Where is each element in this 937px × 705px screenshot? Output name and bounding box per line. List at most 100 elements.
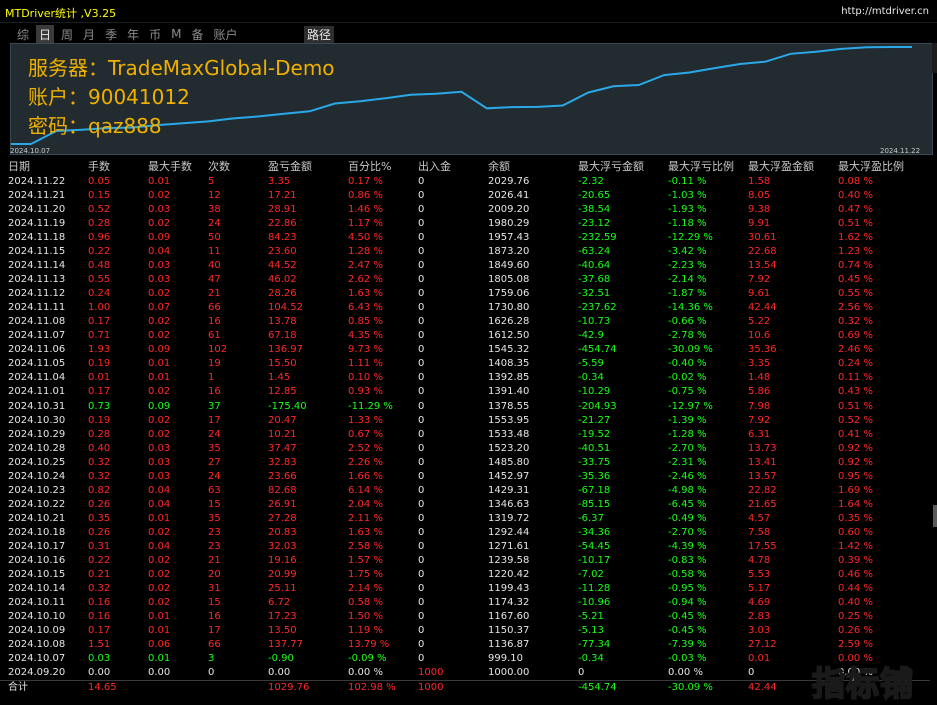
table-row[interactable]: 2024.11.18 0.96 0.09 50 84.23 4.50 % 0 1957.43 -…: [0, 231, 930, 245]
table-row[interactable]: 2024.10.22 0.26 0.04 15 26.91 2.04 % 0 1346.63 -…: [0, 498, 930, 512]
cell-lots: 0.35: [88, 512, 111, 524]
table-row[interactable]: 2024.10.15 0.21 0.02 20 20.99 1.75 % 0 1220.42 -…: [0, 568, 930, 582]
tab-4[interactable]: 季: [105, 27, 118, 42]
table-row[interactable]: 2024.11.15 0.22 0.04 11 23.60 1.28 % 0 1873.20 -…: [0, 245, 930, 259]
cell-max-float-profit: 30.61: [748, 232, 777, 244]
table-row[interactable]: 2024.11.04 0.01 0.01 1 1.45 0.10 % 0 1392.85 -0.…: [0, 371, 930, 385]
column-header-max-lots[interactable]: 最大手数: [148, 160, 192, 173]
column-header-pnl[interactable]: 盈亏金额: [268, 160, 312, 173]
cell-max-float-loss: -33.75: [578, 456, 611, 468]
equity-point-16: [435, 92, 438, 95]
column-header-max-float-loss-pct[interactable]: 最大浮亏比例: [668, 160, 734, 173]
tab-0[interactable]: 综: [17, 27, 30, 42]
cell-date: 2024.10.21: [8, 512, 66, 524]
scrollbar-thumb[interactable]: [933, 505, 937, 527]
cell-pnl: 22.86: [268, 218, 297, 230]
app-title: MTDriver统计 ,V3.25: [5, 7, 117, 20]
table-row[interactable]: 2024.11.05 0.19 0.01 19 15.50 1.11 % 0 1408.35 -…: [0, 357, 930, 371]
table-row[interactable]: 2024.11.01 0.17 0.02 16 12.85 0.93 % 0 1391.40 -…: [0, 385, 930, 399]
tab-5[interactable]: 年: [127, 27, 140, 42]
table-row[interactable]: 2024.11.07 0.71 0.02 61 67.18 4.35 % 0 1612.50 -…: [0, 329, 930, 343]
cell-max-float-profit: 3.03: [748, 625, 771, 636]
cell-max-lots: 0.01: [148, 625, 171, 636]
column-header-max-float-profit-pct[interactable]: 最大浮盈比例: [838, 160, 904, 173]
table-row[interactable]: 2024.10.17 0.31 0.04 23 32.03 2.58 % 0 1271.61 -…: [0, 540, 930, 554]
cell-max-float-profit: 22.82: [748, 484, 777, 496]
column-header-balance[interactable]: 余额: [488, 160, 510, 173]
table-row[interactable]: 2024.10.29 0.28 0.02 24 10.21 0.67 % 0 1533.48 -…: [0, 428, 930, 442]
table-row[interactable]: 2024.10.08 1.51 0.06 66 137.77 13.79 % 0 1136.8…: [0, 638, 930, 652]
equity-point-23: [612, 85, 615, 88]
tab-6[interactable]: 币: [149, 27, 162, 42]
cell-pnl: 25.11: [268, 582, 297, 594]
cell-max-float-profit: 17.55: [748, 540, 777, 552]
table-row[interactable]: 2024.11.19 0.28 0.02 24 22.86 1.17 % 0 1980.29 -…: [0, 217, 930, 231]
column-header-date[interactable]: 日期: [8, 160, 30, 173]
column-header-pct[interactable]: 百分比%: [348, 160, 392, 173]
cell-max-float-loss: -67.18: [578, 484, 611, 496]
equity-point-8: [232, 117, 235, 120]
tab-2[interactable]: 周: [61, 27, 74, 42]
tab-8[interactable]: 备: [191, 27, 204, 42]
table-row[interactable]: 2024.11.06 1.93 0.09 102 136.97 9.73 % 0 1545.3…: [0, 343, 930, 357]
cell-deposit: 0: [418, 386, 425, 398]
table-row[interactable]: 2024.10.28 0.40 0.03 35 37.47 2.52 % 0 1523.20 -…: [0, 442, 930, 456]
table-row[interactable]: 2024.11.12 0.24 0.02 21 28.26 1.63 % 0 1759.06 -…: [0, 287, 930, 301]
column-header-max-float-profit[interactable]: 最大浮盈金额: [748, 160, 814, 173]
table-row[interactable]: 2024.10.25 0.32 0.03 27 32.83 2.26 % 0 1485.80 -…: [0, 456, 930, 470]
table-row[interactable]: 2024.10.11 0.16 0.02 15 6.72 0.58 % 0 1174.32 -1…: [0, 596, 930, 610]
cell-balance: 1408.35: [488, 358, 530, 370]
tab-1[interactable]: 日: [36, 24, 55, 44]
table-row[interactable]: 2024.10.07 0.03 0.01 3 -0.90 -0.09 % 0 999.10 -0…: [0, 652, 930, 666]
column-header-max-float-loss[interactable]: 最大浮亏金额: [578, 160, 644, 173]
site-url-link[interactable]: http://mtdriver.cn: [841, 6, 929, 17]
table-row[interactable]: 2024.10.09 0.17 0.01 17 13.50 1.19 % 0 1150.37 -…: [0, 624, 930, 638]
chart-start-date: 2024.10.07: [10, 147, 51, 155]
table-row[interactable]: 2024.10.14 0.32 0.02 31 25.11 2.14 % 0 1199.43 -…: [0, 582, 930, 596]
column-header-deposit[interactable]: 出入金: [418, 160, 451, 173]
table-row[interactable]: 2024.10.10 0.16 0.01 16 17.23 1.50 % 0 1167.60 -…: [0, 610, 930, 624]
equity-point-3: [106, 127, 108, 129]
tab-7[interactable]: M: [171, 27, 182, 41]
cell-pnl: -0.90: [268, 653, 294, 664]
equity-point-9: [258, 115, 260, 118]
table-row[interactable]: 2024.11.21 0.15 0.02 12 17.21 0.86 % 0 2026.41 -…: [0, 189, 930, 203]
cell-deposit: 0: [418, 512, 425, 524]
table-row[interactable]: 2024.11.22 0.05 0.01 5 3.35 0.17 % 0 2029.76 -2.…: [0, 175, 930, 189]
table-row[interactable]: 2024.10.24 0.32 0.03 24 23.66 1.66 % 0 1452.97 -…: [0, 470, 930, 484]
cell-pnl: 136.97: [268, 344, 303, 356]
cell-max-float-profit: 21.65: [748, 498, 777, 510]
cell-max-lots: 0.02: [148, 414, 171, 426]
table-row[interactable]: 2024.11.11 1.00 0.07 66 104.52 6.43 % 0 1730.80…: [0, 301, 930, 315]
table-row[interactable]: 2024.10.18 0.26 0.02 23 20.83 1.63 % 0 1292.44 -…: [0, 526, 930, 540]
table-row[interactable]: 2024.10.16 0.22 0.02 21 19.16 1.57 % 0 1239.58 -…: [0, 554, 930, 568]
table-row[interactable]: 2024.11.08 0.17 0.02 16 13.78 0.85 % 0 1626.28 -…: [0, 315, 930, 329]
table-row[interactable]: 2024.09.20 0.00 0.00 0 0.00 0.00 % 1000 1000.00…: [0, 666, 930, 680]
cell-max-lots: 0.04: [148, 540, 171, 552]
cell-max-float-loss-pct: -2.70 %: [668, 442, 707, 454]
table-row[interactable]: 2024.11.20 0.52 0.03 38 28.91 1.46 % 0 2009.20 -…: [0, 203, 930, 217]
cell-deposit: 0: [418, 232, 425, 244]
column-header-lots[interactable]: 手数: [88, 160, 110, 173]
route-button[interactable]: 路径: [304, 26, 335, 43]
cell-max-lots: 0.02: [148, 526, 171, 538]
cell-pct: 2.04 %: [348, 498, 383, 510]
tab-9[interactable]: 账户: [213, 27, 238, 42]
cell-pct: 2.58 %: [348, 540, 383, 552]
total-max-float-profit: 42.44: [748, 682, 777, 694]
cell-lots: 0.32: [88, 582, 111, 594]
cell-balance: 1759.06: [488, 288, 530, 300]
cell-max-float-profit: 27.12: [748, 639, 777, 650]
column-header-count[interactable]: 次数: [208, 160, 230, 173]
table-row[interactable]: 2024.11.14 0.48 0.03 40 44.52 2.47 % 0 1849.60 -…: [0, 259, 930, 273]
table-row[interactable]: 2024.10.30 0.19 0.02 17 20.47 1.33 % 0 1553.95 -…: [0, 414, 930, 428]
cell-max-float-loss-pct: -1.28 %: [668, 428, 707, 440]
table-row[interactable]: 2024.10.23 0.82 0.04 63 82.68 6.14 % 0 1429.31 -…: [0, 484, 930, 498]
table-row[interactable]: 2024.11.13 0.55 0.03 47 46.02 2.62 % 0 1805.08 -…: [0, 273, 930, 287]
table-row[interactable]: 2024.10.21 0.35 0.01 35 27.28 2.11 % 0 1319.72 -…: [0, 512, 930, 526]
tab-3[interactable]: 月: [83, 27, 96, 42]
table-row[interactable]: 2024.10.31 0.73 0.09 37 -175.40 -11.29 % 0 1378…: [0, 400, 930, 414]
cell-pnl: 13.50: [268, 625, 297, 636]
cell-date: 2024.11.07: [8, 330, 66, 342]
cell-balance: 2029.76: [488, 176, 530, 187]
